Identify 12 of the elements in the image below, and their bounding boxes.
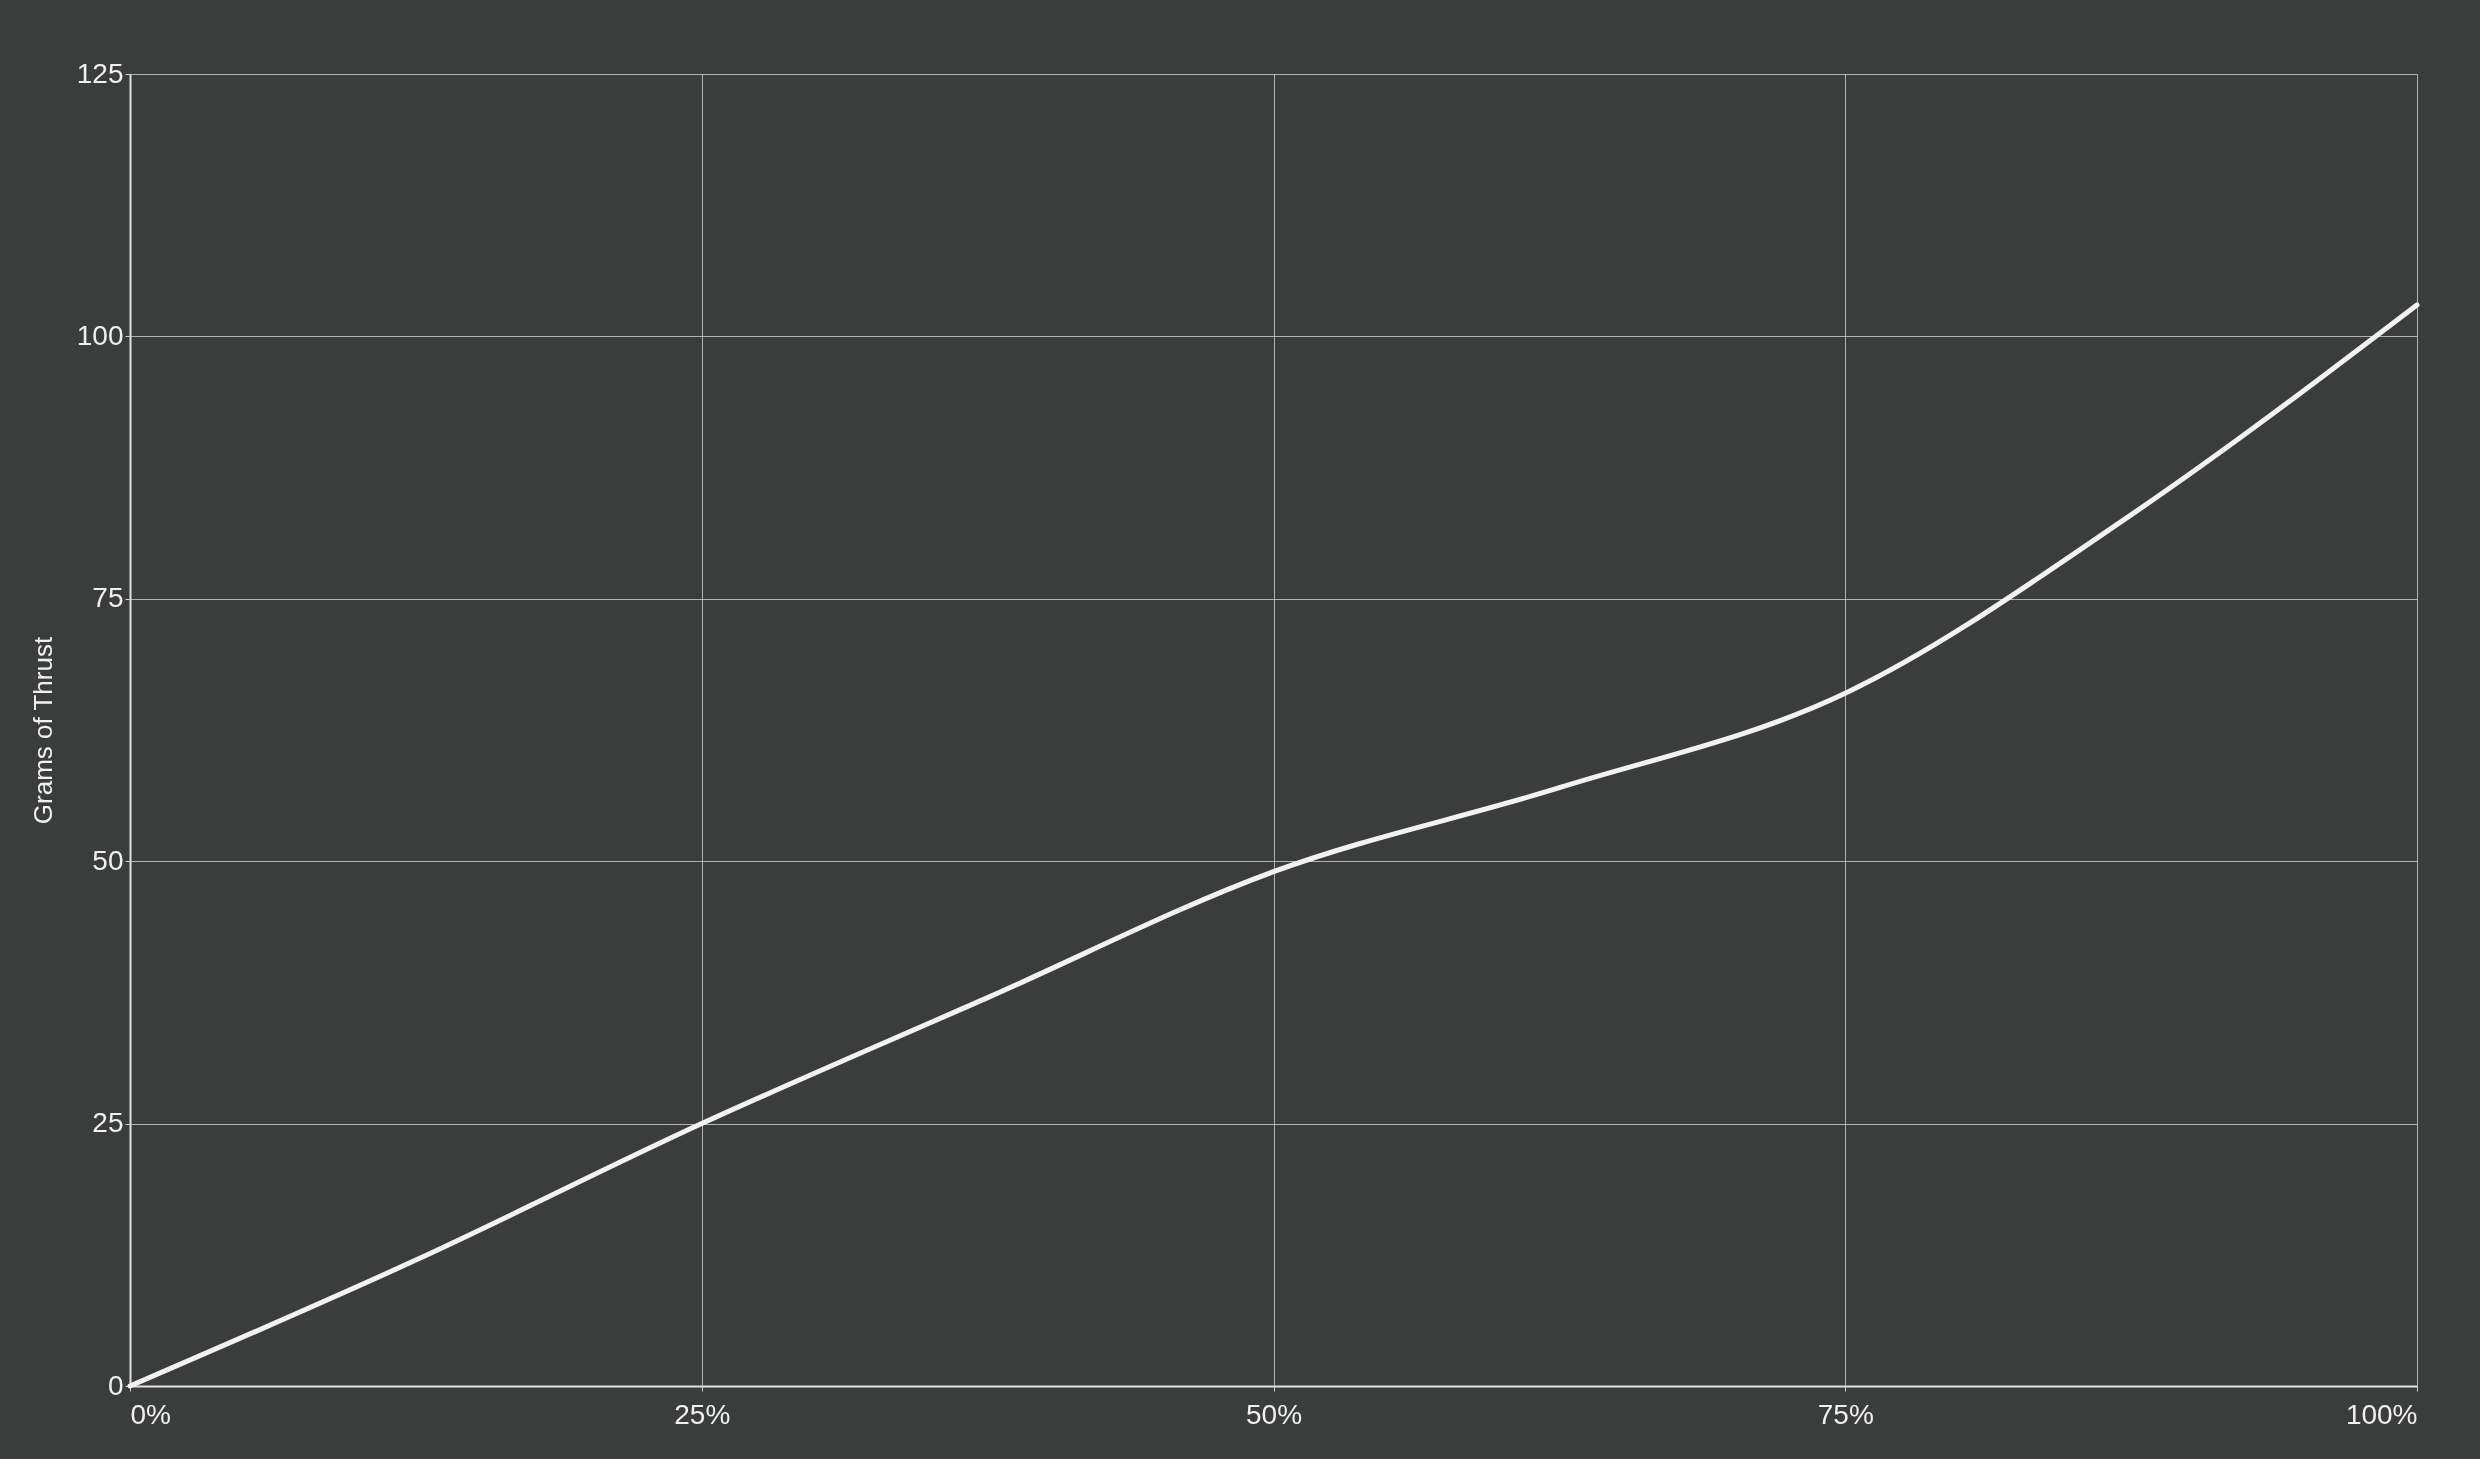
y-tick-label: 50 <box>92 844 124 876</box>
x-tick-label: 0% <box>130 1398 171 1430</box>
y-tick-label: 25 <box>92 1107 124 1139</box>
y-tick-label: 125 <box>76 57 124 89</box>
x-tick-label: 25% <box>674 1398 731 1430</box>
y-tick-label: 75 <box>92 582 124 614</box>
x-tick-label: 100% <box>2345 1398 2418 1430</box>
x-tick-label: 50% <box>1245 1398 1303 1430</box>
x-tick-label: 75% <box>1817 1398 1874 1430</box>
y-axis-title: Grams of Thrust <box>27 636 58 825</box>
y-tick-label: 100 <box>76 319 124 351</box>
y-tick-label: 0 <box>107 1369 124 1401</box>
